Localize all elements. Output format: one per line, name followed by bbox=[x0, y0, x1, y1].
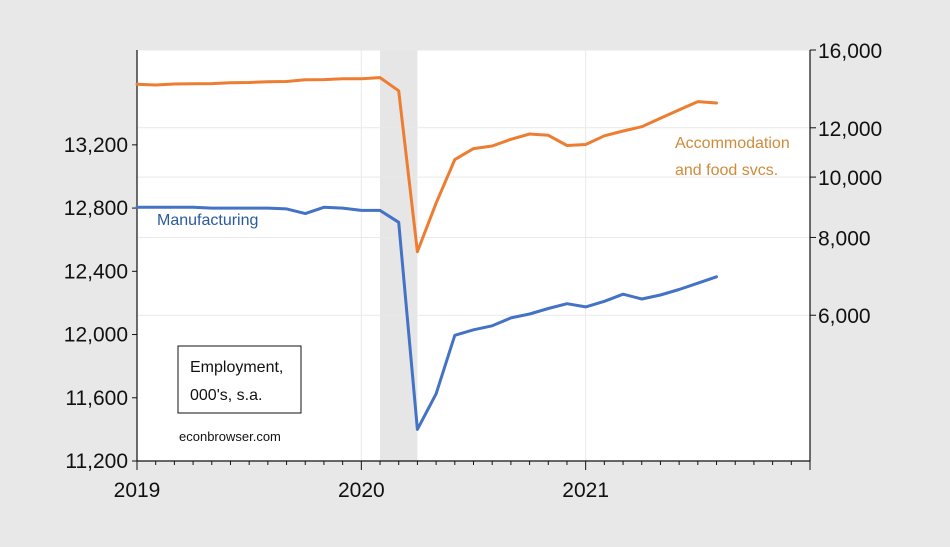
right-tick-label: 12,000 bbox=[818, 118, 882, 141]
right-tick-label: 6,000 bbox=[818, 305, 871, 328]
series-layer bbox=[135, 76, 718, 431]
left-tick-label: 11,600 bbox=[65, 387, 128, 410]
left-tick-label: 11,200 bbox=[65, 450, 128, 473]
accommodation-label-line2: and food svcs. bbox=[675, 162, 778, 179]
accommodation-label-line1: Accommodation bbox=[675, 135, 790, 152]
x-tick-label: 2019 bbox=[114, 479, 161, 502]
left-tick-label: 13,200 bbox=[64, 134, 128, 157]
right-tick-label: 16,000 bbox=[818, 40, 882, 63]
left-tick-label: 12,000 bbox=[64, 324, 128, 347]
legend-box bbox=[177, 345, 302, 414]
axes bbox=[132, 49, 816, 470]
manufacturing-label: Manufacturing bbox=[157, 212, 258, 229]
source-watermark: econbrowser.com bbox=[179, 429, 281, 444]
recession-shading bbox=[380, 50, 418, 461]
manufacturing-series-line bbox=[135, 205, 718, 431]
left-tick-label: 12,400 bbox=[64, 260, 128, 283]
accommodation-series-line bbox=[135, 76, 718, 254]
legend-box-line1: Employment, bbox=[190, 359, 283, 376]
legend-box-line2: 000's, s.a. bbox=[190, 387, 262, 404]
right-tick-label: 8,000 bbox=[818, 227, 871, 250]
tick-labels: 2019 2020 2021 11,200 11,600 12,000 12,400 12,8… bbox=[64, 40, 882, 502]
x-tick-label: 2020 bbox=[338, 479, 385, 502]
right-tick-label: 10,000 bbox=[818, 167, 882, 190]
x-tick-label: 2021 bbox=[562, 479, 609, 502]
left-tick-label: 12,800 bbox=[64, 197, 128, 220]
grid bbox=[136, 49, 810, 461]
